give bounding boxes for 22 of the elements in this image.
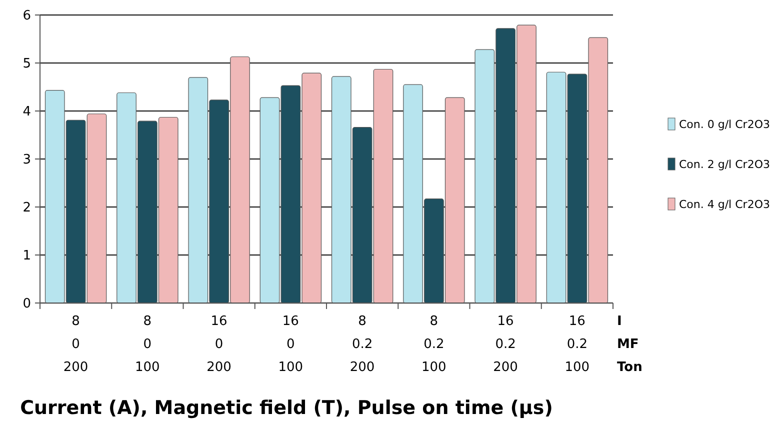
text: Ton	[617, 360, 642, 375]
text: MF	[617, 337, 639, 352]
legend-label: Con. 0 g/l Cr2O3	[679, 118, 770, 131]
x-tick-label: 16 0.2 100	[564, 314, 590, 375]
x-tick-label: 8 0 200	[63, 314, 88, 375]
y-tick-label: 5	[22, 56, 31, 72]
y-tick-label: 6	[22, 8, 31, 24]
y-tick-label: 3	[22, 152, 31, 168]
x-tick-label: 8 0.2 200	[350, 314, 375, 375]
x-tick-label: 16 0 100	[278, 314, 304, 375]
legend-label: Con. 4 g/l Cr2O3	[679, 198, 770, 211]
y-tick-label: 1	[22, 248, 31, 264]
x-axis-title: Current (A), Magnetic field (T), Pulse on time (µs)	[20, 397, 553, 419]
x-tick-label: 16 0.2 200	[493, 314, 518, 375]
y-tick-label: 2	[22, 200, 31, 216]
x-tick-label: 16 0 200	[206, 314, 232, 375]
y-tick-label: 0	[22, 296, 31, 312]
y-tick-label: 4	[22, 104, 31, 120]
x-tick-label: 8 0.2 100	[422, 314, 446, 375]
legend-label: Con. 2 g/l Cr2O3	[679, 158, 770, 171]
x-tick-label: 8 0 100	[135, 314, 160, 375]
text: I	[617, 314, 622, 329]
